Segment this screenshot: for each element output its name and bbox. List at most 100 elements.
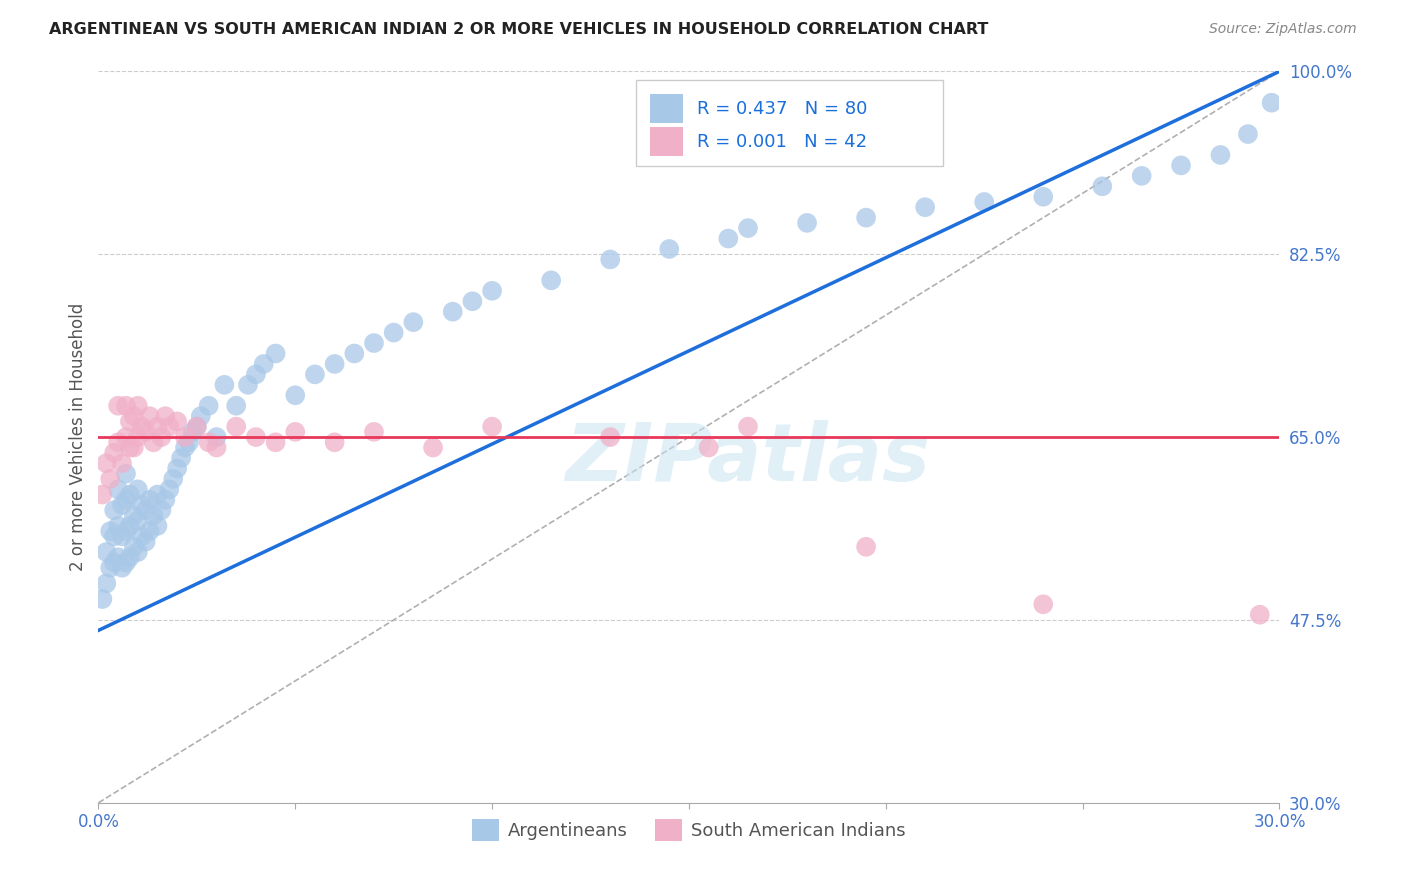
Point bbox=[363, 336, 385, 351]
Y-axis label: 2 or more Vehicles in Household: 2 or more Vehicles in Household bbox=[69, 303, 87, 571]
Point bbox=[135, 425, 157, 439]
Point bbox=[103, 446, 125, 460]
Point bbox=[236, 377, 259, 392]
Point bbox=[1032, 190, 1054, 204]
Point bbox=[174, 441, 197, 455]
Point bbox=[131, 529, 153, 543]
Point bbox=[197, 435, 219, 450]
Point bbox=[115, 430, 138, 444]
Point bbox=[1170, 158, 1192, 172]
Point bbox=[111, 498, 134, 512]
Point bbox=[122, 409, 145, 424]
Point bbox=[127, 545, 149, 559]
Point bbox=[157, 483, 180, 497]
Point bbox=[225, 419, 247, 434]
Point bbox=[245, 368, 267, 382]
Point bbox=[855, 211, 877, 225]
Point bbox=[118, 487, 141, 501]
Point bbox=[98, 524, 121, 538]
Point bbox=[717, 231, 740, 245]
Point bbox=[323, 357, 346, 371]
Point bbox=[115, 524, 138, 538]
Point bbox=[253, 357, 276, 371]
Point bbox=[658, 242, 681, 256]
Point bbox=[441, 304, 464, 318]
Point bbox=[855, 540, 877, 554]
Point bbox=[150, 503, 173, 517]
Text: ARGENTINEAN VS SOUTH AMERICAN INDIAN 2 OR MORE VEHICLES IN HOUSEHOLD CORRELATION: ARGENTINEAN VS SOUTH AMERICAN INDIAN 2 O… bbox=[49, 22, 988, 37]
Point bbox=[157, 419, 180, 434]
Point bbox=[146, 487, 169, 501]
Point bbox=[186, 419, 208, 434]
Point bbox=[122, 540, 145, 554]
Point bbox=[245, 430, 267, 444]
Point bbox=[166, 414, 188, 428]
Point bbox=[111, 529, 134, 543]
Point bbox=[103, 556, 125, 570]
Point bbox=[363, 425, 385, 439]
Point bbox=[205, 441, 228, 455]
Point bbox=[107, 483, 129, 497]
Point bbox=[115, 492, 138, 507]
Point bbox=[1091, 179, 1114, 194]
Text: ZIPatlas: ZIPatlas bbox=[565, 420, 931, 498]
Point bbox=[1130, 169, 1153, 183]
Point bbox=[174, 430, 197, 444]
Point bbox=[111, 560, 134, 574]
Point bbox=[382, 326, 405, 340]
Point bbox=[138, 524, 160, 538]
Point bbox=[135, 534, 157, 549]
Point bbox=[1237, 127, 1260, 141]
Point bbox=[737, 419, 759, 434]
FancyBboxPatch shape bbox=[650, 127, 683, 156]
Point bbox=[973, 194, 995, 209]
Point bbox=[225, 399, 247, 413]
Point bbox=[186, 419, 208, 434]
Point bbox=[131, 419, 153, 434]
Point bbox=[146, 519, 169, 533]
FancyBboxPatch shape bbox=[650, 94, 683, 123]
Point bbox=[214, 377, 236, 392]
Point bbox=[135, 503, 157, 517]
Point bbox=[540, 273, 562, 287]
Point bbox=[91, 487, 114, 501]
Point bbox=[1249, 607, 1271, 622]
Point bbox=[142, 508, 165, 523]
Point bbox=[138, 492, 160, 507]
Point bbox=[170, 450, 193, 465]
Point bbox=[323, 435, 346, 450]
Point bbox=[737, 221, 759, 235]
Point bbox=[166, 461, 188, 475]
Point bbox=[343, 346, 366, 360]
Point bbox=[122, 508, 145, 523]
Point bbox=[796, 216, 818, 230]
Point bbox=[142, 435, 165, 450]
Point bbox=[697, 441, 720, 455]
Point bbox=[155, 492, 177, 507]
Point bbox=[190, 409, 212, 424]
Point bbox=[122, 441, 145, 455]
Point bbox=[107, 399, 129, 413]
Point bbox=[1260, 95, 1282, 110]
Point bbox=[98, 560, 121, 574]
Point bbox=[461, 294, 484, 309]
Point bbox=[481, 284, 503, 298]
FancyBboxPatch shape bbox=[636, 80, 943, 167]
Point bbox=[91, 592, 114, 607]
Point bbox=[96, 545, 118, 559]
Point bbox=[118, 441, 141, 455]
Point bbox=[599, 430, 621, 444]
Point bbox=[118, 414, 141, 428]
Point bbox=[107, 550, 129, 565]
Point bbox=[284, 388, 307, 402]
Point bbox=[205, 430, 228, 444]
Text: R = 0.001   N = 42: R = 0.001 N = 42 bbox=[697, 133, 868, 151]
Point bbox=[118, 550, 141, 565]
Point bbox=[127, 430, 149, 444]
Point bbox=[118, 519, 141, 533]
Point bbox=[264, 346, 287, 360]
Point bbox=[264, 435, 287, 450]
Legend: Argentineans, South American Indians: Argentineans, South American Indians bbox=[465, 812, 912, 848]
Point bbox=[1032, 597, 1054, 611]
Point bbox=[98, 472, 121, 486]
